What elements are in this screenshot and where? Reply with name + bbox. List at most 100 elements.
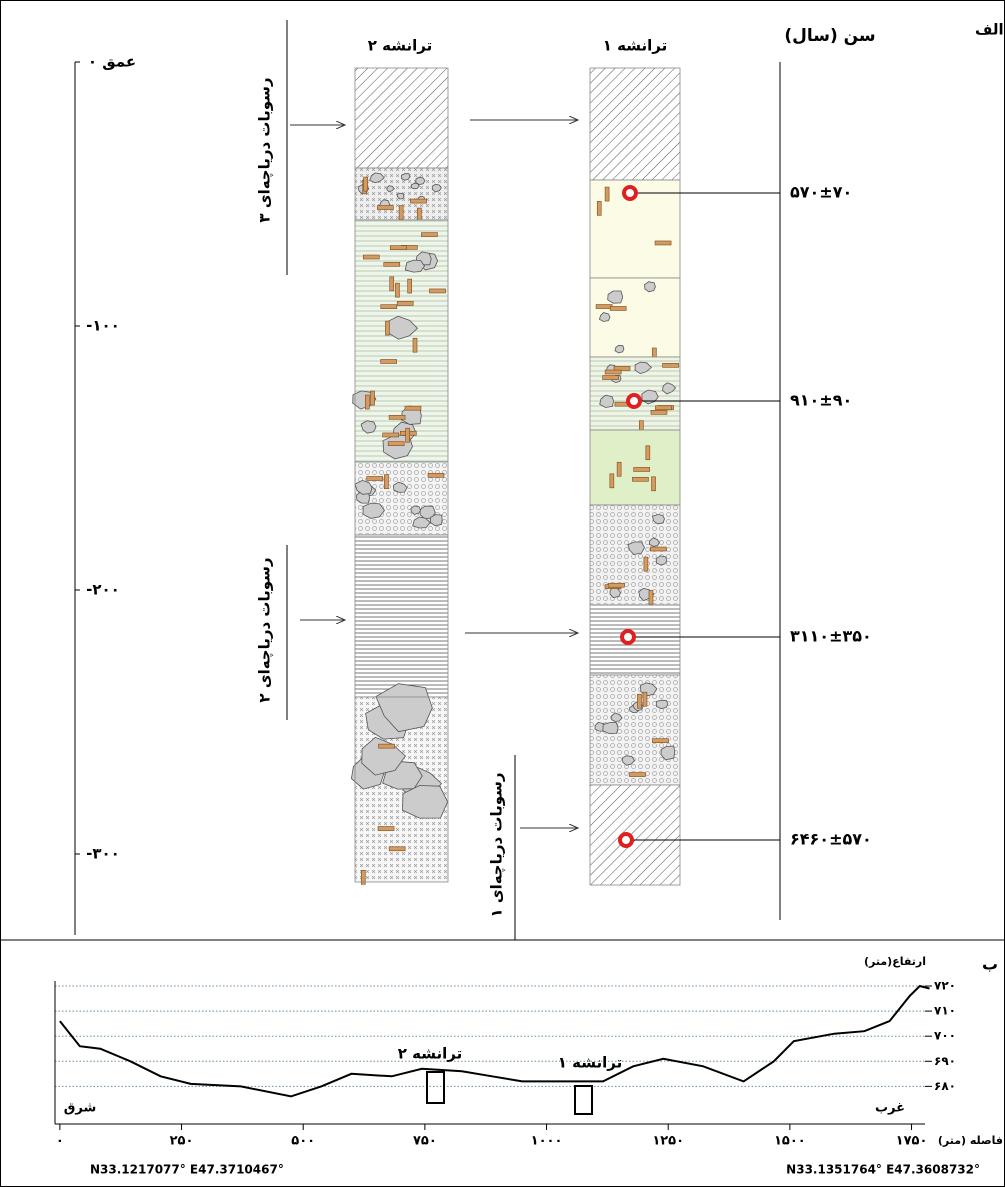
fragment	[655, 241, 671, 245]
layer-texture	[355, 535, 448, 697]
x-tick-label: ۱۲۵۰	[652, 1134, 684, 1149]
fragment	[632, 477, 648, 481]
sample-point	[620, 834, 632, 846]
trench-title: ترانشه ۲	[368, 37, 432, 55]
layer-texture	[355, 68, 448, 168]
fragment	[605, 370, 621, 374]
fragment	[389, 415, 405, 419]
fragment	[367, 476, 383, 480]
fragment	[405, 406, 421, 410]
fragment	[617, 462, 621, 476]
annotation: ترانشه ۲	[398, 1045, 462, 1063]
fragment	[655, 406, 671, 410]
sediment-label: رسوبات دریاچه‌ای ۱	[488, 772, 507, 917]
sample-point	[624, 187, 636, 199]
fragment	[663, 363, 679, 367]
fragment	[652, 739, 668, 743]
fragment	[610, 306, 626, 310]
rock	[403, 786, 448, 819]
page: {"panel_a": { "label": "الف", "age_heade…	[0, 0, 1005, 1187]
fragment	[377, 206, 393, 210]
layer-texture	[590, 68, 680, 180]
age-label: ۳۱۱۰±۳۵۰	[790, 627, 872, 646]
fragment	[408, 279, 412, 293]
rock	[656, 700, 668, 709]
annotation: ترانشه ۱	[558, 1054, 622, 1072]
fragment	[428, 473, 444, 477]
fragment	[596, 305, 612, 309]
trench-marker	[427, 1072, 444, 1103]
y-tick-label: ۷۱۰	[934, 1004, 956, 1018]
trench-title: ترانشه ۱	[603, 37, 667, 55]
fragment	[411, 199, 427, 203]
layer-texture	[590, 505, 680, 605]
y-tick-label: ۷۰۰	[934, 1029, 956, 1043]
fragment	[652, 477, 656, 491]
rock	[603, 723, 618, 734]
fragment	[381, 305, 397, 309]
rock	[608, 291, 623, 303]
fragment	[644, 557, 648, 571]
fragment	[651, 410, 667, 414]
sample-point	[622, 631, 634, 643]
rock	[405, 260, 424, 272]
fragment	[381, 359, 397, 363]
y-tick-label: ۷۲۰	[934, 979, 956, 993]
figure: الفسن (سال)ترانشه ۱ترانشه ۲عمق ۰-۱۰۰-۲۰۰…	[0, 0, 1005, 1187]
fragment	[399, 206, 403, 220]
fragment	[363, 255, 379, 259]
x-tick-label: ۱۷۵۰	[896, 1134, 928, 1149]
age-label: ۶۴۶۰±۵۷۰	[790, 830, 872, 849]
fragment	[421, 233, 437, 237]
y-tick-label: ۶۹۰	[934, 1054, 956, 1068]
x-axis-title: فاصله (متر)	[938, 1134, 1003, 1147]
fragment	[365, 395, 369, 409]
fragment	[364, 177, 368, 191]
frame	[1, 1, 1005, 1187]
fragment	[390, 277, 394, 291]
y-tick-label: ۶۸۰	[934, 1079, 956, 1093]
fragment	[597, 201, 601, 215]
x-tick-label: ۷۵۰	[413, 1134, 437, 1149]
coordinates: N33.1351764° E47.3608732°	[786, 1163, 980, 1177]
fragment	[390, 246, 406, 250]
sediment-label: رسوبات دریاچه‌ای ۳	[256, 77, 275, 222]
trench-marker	[575, 1086, 592, 1114]
depth-tick-label: -۲۰۰	[86, 581, 120, 599]
panel-label: الف	[975, 21, 1004, 39]
fragment	[605, 187, 609, 201]
fragment	[646, 446, 650, 460]
fragment	[397, 301, 413, 305]
depth-tick-label: -۱۰۰	[86, 317, 120, 335]
fragment	[385, 321, 389, 335]
age-label: ۹۱۰±۹۰	[790, 391, 852, 410]
x-tick-label: ۲۵۰	[170, 1134, 194, 1149]
fragment	[388, 442, 404, 446]
x-tick-label: ۱۰۰۰	[531, 1134, 563, 1149]
fragment	[389, 847, 405, 851]
elevation-profile	[60, 986, 930, 1096]
x-tick-label: ۰	[56, 1134, 64, 1149]
fragment	[384, 262, 400, 266]
fragment	[406, 428, 410, 442]
fragment	[371, 391, 375, 405]
rock	[645, 282, 656, 292]
fragment	[629, 773, 645, 777]
fragment	[637, 694, 641, 708]
fragment	[643, 692, 647, 706]
fragment	[608, 583, 624, 587]
fragment	[395, 283, 399, 297]
y-axis-title: ارتفاع(متر)	[864, 955, 926, 968]
age-label: ۵۷۰±۷۰	[790, 183, 852, 202]
age-header: سن (سال)	[784, 26, 875, 46]
fragment	[383, 433, 399, 437]
fragment	[379, 744, 395, 748]
rock	[656, 556, 667, 565]
direction-label: غرب	[875, 1101, 905, 1116]
coordinates: N33.1217077° E47.3710467°	[90, 1163, 284, 1177]
sample-point	[628, 395, 640, 407]
direction-label: شرق	[64, 1101, 97, 1116]
sediment-label: رسوبات دریاچه‌ای ۲	[256, 557, 275, 702]
fragment	[413, 338, 417, 352]
depth-tick-label: -۳۰۰	[86, 845, 120, 863]
